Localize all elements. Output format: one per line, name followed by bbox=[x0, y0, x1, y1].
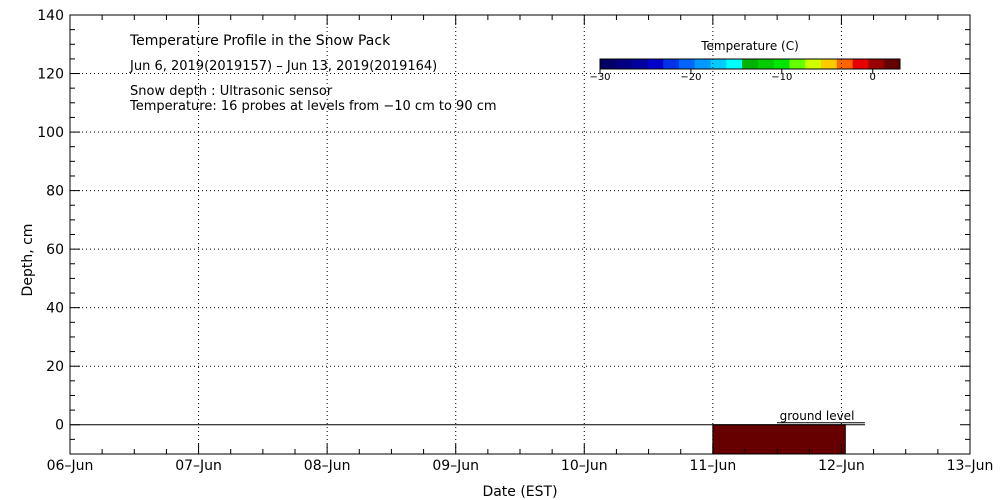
x-axis-label: Date (EST) bbox=[482, 484, 557, 500]
colorbar-title: Temperature (C) bbox=[700, 39, 799, 53]
colorbar-swatch bbox=[615, 59, 633, 69]
x-axis-ticks: 06–Jun 07–Jun 08–Jun 09–Jun 10–Jun 11–Jun 12–J… bbox=[47, 15, 994, 474]
colorbar-swatch bbox=[884, 59, 901, 69]
plot-frame bbox=[69, 14, 971, 455]
x-tick-label: 06–Jun bbox=[47, 458, 94, 474]
y-tick-label: 140 bbox=[37, 8, 64, 24]
temperature-cell bbox=[712, 424, 846, 455]
grid bbox=[70, 15, 970, 454]
x-tick-label: 12–Jun bbox=[818, 458, 865, 474]
colorbar-tick-label: −30 bbox=[589, 72, 610, 83]
x-tick-label: 11–Jun bbox=[690, 458, 737, 474]
y-tick-label: 60 bbox=[46, 242, 64, 258]
colorbar-tick-label: −10 bbox=[771, 72, 792, 83]
y-axis-label: Depth, cm bbox=[20, 224, 36, 297]
colorbar-swatch bbox=[678, 59, 696, 69]
colorbar-swatch bbox=[600, 59, 617, 69]
colorbar: −30 −20 −10 0 bbox=[589, 58, 901, 83]
y-tick-label: 100 bbox=[37, 125, 64, 141]
ground-level: ground level bbox=[70, 409, 865, 426]
colorbar-swatch bbox=[805, 59, 822, 69]
y-tick-label: 20 bbox=[46, 359, 64, 375]
y-tick-label: 80 bbox=[46, 184, 64, 200]
x-tick-label: 08–Jun bbox=[304, 458, 351, 474]
y-tick-label: 0 bbox=[55, 418, 64, 434]
chart-title: Temperature Profile in the Snow Pack bbox=[129, 33, 391, 49]
colorbar-swatch bbox=[726, 59, 743, 69]
x-tick-label: 10–Jun bbox=[561, 458, 608, 474]
colorbar-swatch bbox=[852, 59, 869, 69]
colorbar-swatch bbox=[757, 59, 775, 69]
colorbar-swatch bbox=[710, 59, 727, 69]
colorbar-tick-label: −20 bbox=[680, 72, 701, 83]
colorbar-swatch bbox=[789, 59, 806, 69]
data-cells bbox=[712, 424, 846, 455]
y-tick-label: 120 bbox=[37, 67, 64, 83]
colorbar-swatch bbox=[868, 59, 885, 69]
colorbar-swatch bbox=[663, 59, 680, 69]
y-axis-ticks: 0 20 40 60 80 100 120 140 bbox=[37, 8, 970, 455]
colorbar-frame bbox=[599, 58, 901, 70]
colorbar-swatch bbox=[742, 59, 759, 69]
colorbar-swatch bbox=[821, 59, 838, 69]
annotation-snow-depth: Snow depth : Ultrasonic sensor bbox=[130, 84, 333, 99]
x-tick-label: 07–Jun bbox=[175, 458, 222, 474]
colorbar-swatch bbox=[694, 59, 712, 69]
ground-level-label: ground level bbox=[780, 409, 855, 423]
colorbar-swatch bbox=[836, 59, 854, 69]
annotation-temperature: Temperature: 16 probes at levels from −1… bbox=[129, 99, 497, 114]
chart-subtitle: Jun 6, 2019(2019157) – Jun 13, 2019(2019… bbox=[129, 59, 437, 74]
colorbar-tick-label: 0 bbox=[870, 72, 876, 83]
x-tick-label: 13–Jun bbox=[947, 458, 994, 474]
colorbar-swatch bbox=[631, 59, 648, 69]
x-tick-label: 09–Jun bbox=[432, 458, 479, 474]
y-tick-label: 40 bbox=[46, 301, 64, 317]
colorbar-swatch bbox=[773, 59, 790, 69]
colorbar-swatch bbox=[647, 59, 664, 69]
